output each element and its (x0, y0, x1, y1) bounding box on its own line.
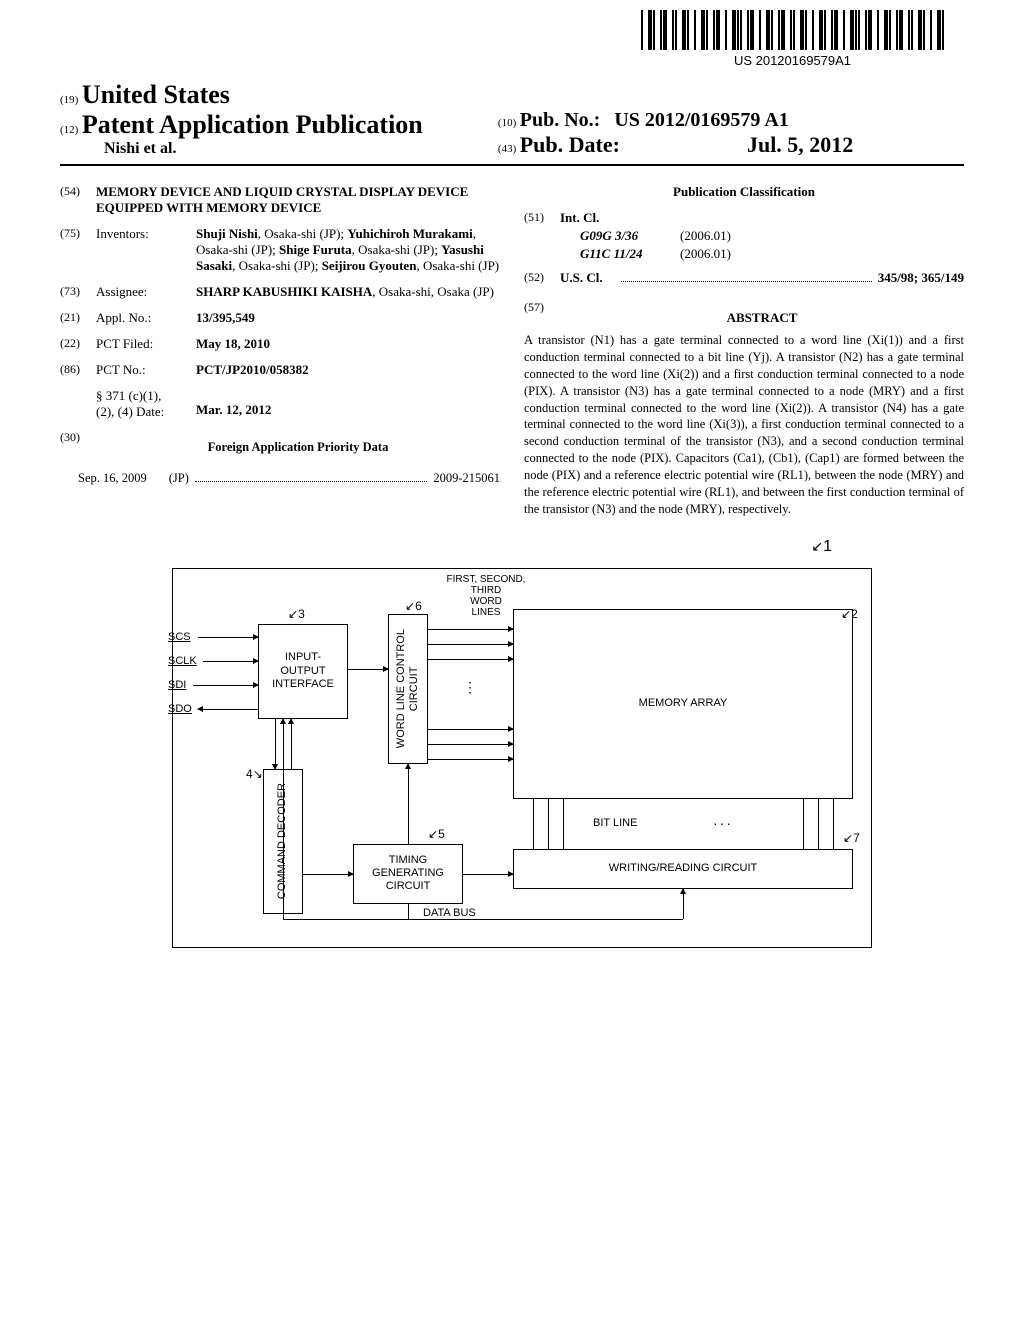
box4-ref: 4↘ (246, 767, 263, 781)
intcl-code: (51) (524, 210, 560, 226)
assignee-label: Assignee: (96, 284, 196, 300)
pctfiled-code: (22) (60, 336, 96, 351)
pubno: US 2012/0169579 A1 (614, 109, 788, 131)
code-10: (10) (498, 117, 516, 129)
para371-date: Mar. 12, 2012 (196, 402, 271, 417)
databus-label: DATA BUS (423, 907, 476, 919)
pubdate: Jul. 5, 2012 (747, 132, 853, 157)
box6-ref: ↙6 (405, 599, 422, 613)
code-12: (12) (60, 124, 78, 136)
pubno-label: Pub. No.: (520, 109, 601, 131)
pub-class-title: Publication Classification (524, 184, 964, 200)
box-timing-generating: TIMING GENERATING CIRCUIT (353, 844, 463, 904)
box3-ref: ↙3 (288, 607, 305, 621)
intcl-class-0: G09G 3/36 (560, 228, 680, 244)
applno-value: 13/395,549 (196, 310, 255, 325)
signal-scs: SCS (168, 631, 191, 643)
signal-sdo: SDO (168, 703, 192, 715)
title-code: (54) (60, 184, 96, 199)
bibliographic-section: (54) MEMORY DEVICE AND LIQUID CRYSTAL DI… (60, 184, 964, 518)
applno-code: (21) (60, 310, 96, 325)
abstract-code: (57) (524, 300, 560, 332)
box-writing-reading: WRITING/READING CIRCUIT (513, 849, 853, 889)
abstract-text: A transistor (N1) has a gate terminal co… (524, 332, 964, 518)
priority-country: (JP) (169, 471, 189, 486)
box-memory-array: MEMORY ARRAY (513, 609, 853, 799)
document-header: (19) United States (12) Patent Applicati… (60, 80, 964, 166)
priority-number: 2009-215061 (433, 471, 500, 486)
priority-title: Foreign Application Priority Data (96, 440, 500, 455)
intcl-edition-1: (2006.01) (680, 246, 731, 262)
intcl-edition-0: (2006.01) (680, 228, 731, 244)
pubdate-label: Pub. Date: (520, 132, 620, 157)
hdots-icon: ··· (713, 815, 733, 831)
block-diagram-figure: 1 SCS SCLK SDI SDO INPUT- OUTPUT INTERFA… (132, 548, 892, 968)
intcl-class-1: G11C 11/24 (560, 246, 680, 262)
inventors-code: (75) (60, 226, 96, 241)
priority-date: Sep. 16, 2009 (78, 471, 147, 486)
pctfiled-value: May 18, 2010 (196, 336, 270, 351)
pctno-value: PCT/JP2010/058382 (196, 362, 309, 377)
biblio-left-column: (54) MEMORY DEVICE AND LIQUID CRYSTAL DI… (60, 184, 500, 518)
figure-ref-1: 1 (811, 538, 832, 556)
priority-code: (30) (60, 430, 96, 445)
vdots-icon: ⋮ (463, 679, 477, 696)
figure-outer-box: SCS SCLK SDI SDO INPUT- OUTPUT INTERFACE… (172, 568, 872, 948)
box-input-output-interface: INPUT- OUTPUT INTERFACE (258, 624, 348, 719)
code-19: (19) (60, 94, 78, 106)
country: United States (82, 80, 230, 109)
barcode-area: US 20120169579A1 (641, 10, 944, 68)
assignee-code: (73) (60, 284, 96, 299)
applno-label: Appl. No.: (96, 310, 196, 326)
authors: Nishi et al. (104, 140, 494, 158)
inventors-list: Shuji Nishi, Osaka-shi (JP); Yuhichiroh … (196, 226, 500, 274)
invention-title: MEMORY DEVICE AND LIQUID CRYSTAL DISPLAY… (96, 184, 468, 215)
biblio-right-column: Publication Classification (51) Int. Cl.… (524, 184, 964, 518)
barcode-text: US 20120169579A1 (641, 53, 944, 68)
uscl-value: 345/98; 365/149 (878, 270, 964, 285)
bitline-label: BIT LINE (593, 817, 637, 829)
code-43: (43) (498, 143, 516, 155)
intcl-label: Int. Cl. (560, 210, 640, 226)
box2-ref: ↙2 (841, 607, 858, 621)
assignee-value: SHARP KABUSHIKI KAISHA, Osaka-shi, Osaka… (196, 284, 500, 300)
barcode (641, 10, 944, 50)
pctfiled-label: PCT Filed: (96, 336, 196, 352)
signal-sclk: SCLK (168, 655, 197, 667)
abstract-title: ABSTRACT (560, 310, 964, 326)
signal-sdi: SDI (168, 679, 186, 691)
para371-label: § 371 (c)(1), (2), (4) Date: (96, 388, 196, 420)
box-word-line-control: WORD LINE CONTROL CIRCUIT (388, 614, 428, 764)
pctno-code: (86) (60, 362, 96, 377)
uscl-code: (52) (524, 270, 560, 286)
uscl-label: U.S. Cl. (560, 270, 615, 286)
publication-type: Patent Application Publication (82, 110, 423, 139)
pctno-label: PCT No.: (96, 362, 196, 378)
box5-ref: ↙5 (428, 827, 445, 841)
inventors-label: Inventors: (96, 226, 196, 242)
box7-ref: ↙7 (843, 831, 860, 845)
